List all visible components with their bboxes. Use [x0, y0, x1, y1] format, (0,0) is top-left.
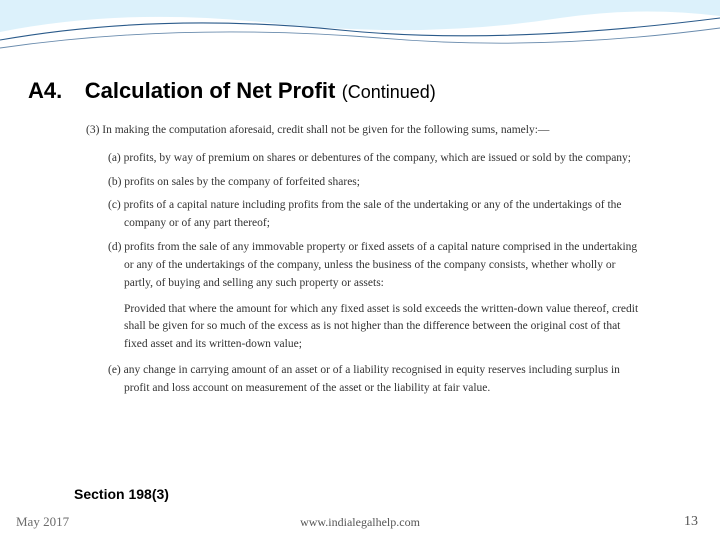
heading-continued: (Continued): [342, 82, 436, 102]
proviso: Provided that where the amount for which…: [124, 301, 646, 354]
wave-decoration: [0, 0, 720, 60]
clause-b: (b) profits on sales by the company of f…: [108, 174, 646, 192]
heading-number: A4.: [28, 78, 62, 104]
clause-c: (c) profits of a capital nature includin…: [108, 197, 646, 233]
clause-label: (b): [108, 176, 121, 188]
clause-text: profits on sales by the company of forfe…: [124, 176, 360, 188]
clause-d: (d) profits from the sale of any immovab…: [108, 239, 646, 292]
slide-heading: A4. Calculation of Net Profit (Continued…: [28, 78, 692, 104]
clause-e: (e) any change in carrying amount of an …: [108, 362, 646, 398]
intro-clause: (3) In making the computation aforesaid,…: [86, 122, 646, 140]
statute-text: (3) In making the computation aforesaid,…: [86, 122, 646, 398]
statute-excerpt: (3) In making the computation aforesaid,…: [86, 122, 646, 452]
footer-date: May 2017: [16, 514, 69, 530]
slide: A4. Calculation of Net Profit (Continued…: [0, 0, 720, 540]
footer-page-number: 13: [684, 514, 698, 530]
clause-label: (c): [108, 199, 121, 211]
clause-text: any change in carrying amount of an asse…: [124, 364, 620, 394]
footer-url: www.indialegalhelp.com: [300, 515, 420, 530]
clause-label: (a): [108, 152, 121, 164]
clause-text: profits from the sale of any immovable p…: [124, 241, 637, 289]
clause-text: profits of a capital nature including pr…: [124, 199, 622, 229]
clause-label: (e): [108, 364, 121, 376]
clause-text: profits, by way of premium on shares or …: [124, 152, 631, 164]
clause-a: (a) profits, by way of premium on shares…: [108, 150, 646, 168]
heading-title: Calculation of Net Profit: [85, 78, 336, 103]
section-reference: Section 198(3): [74, 486, 169, 502]
clause-label: (d): [108, 241, 121, 253]
